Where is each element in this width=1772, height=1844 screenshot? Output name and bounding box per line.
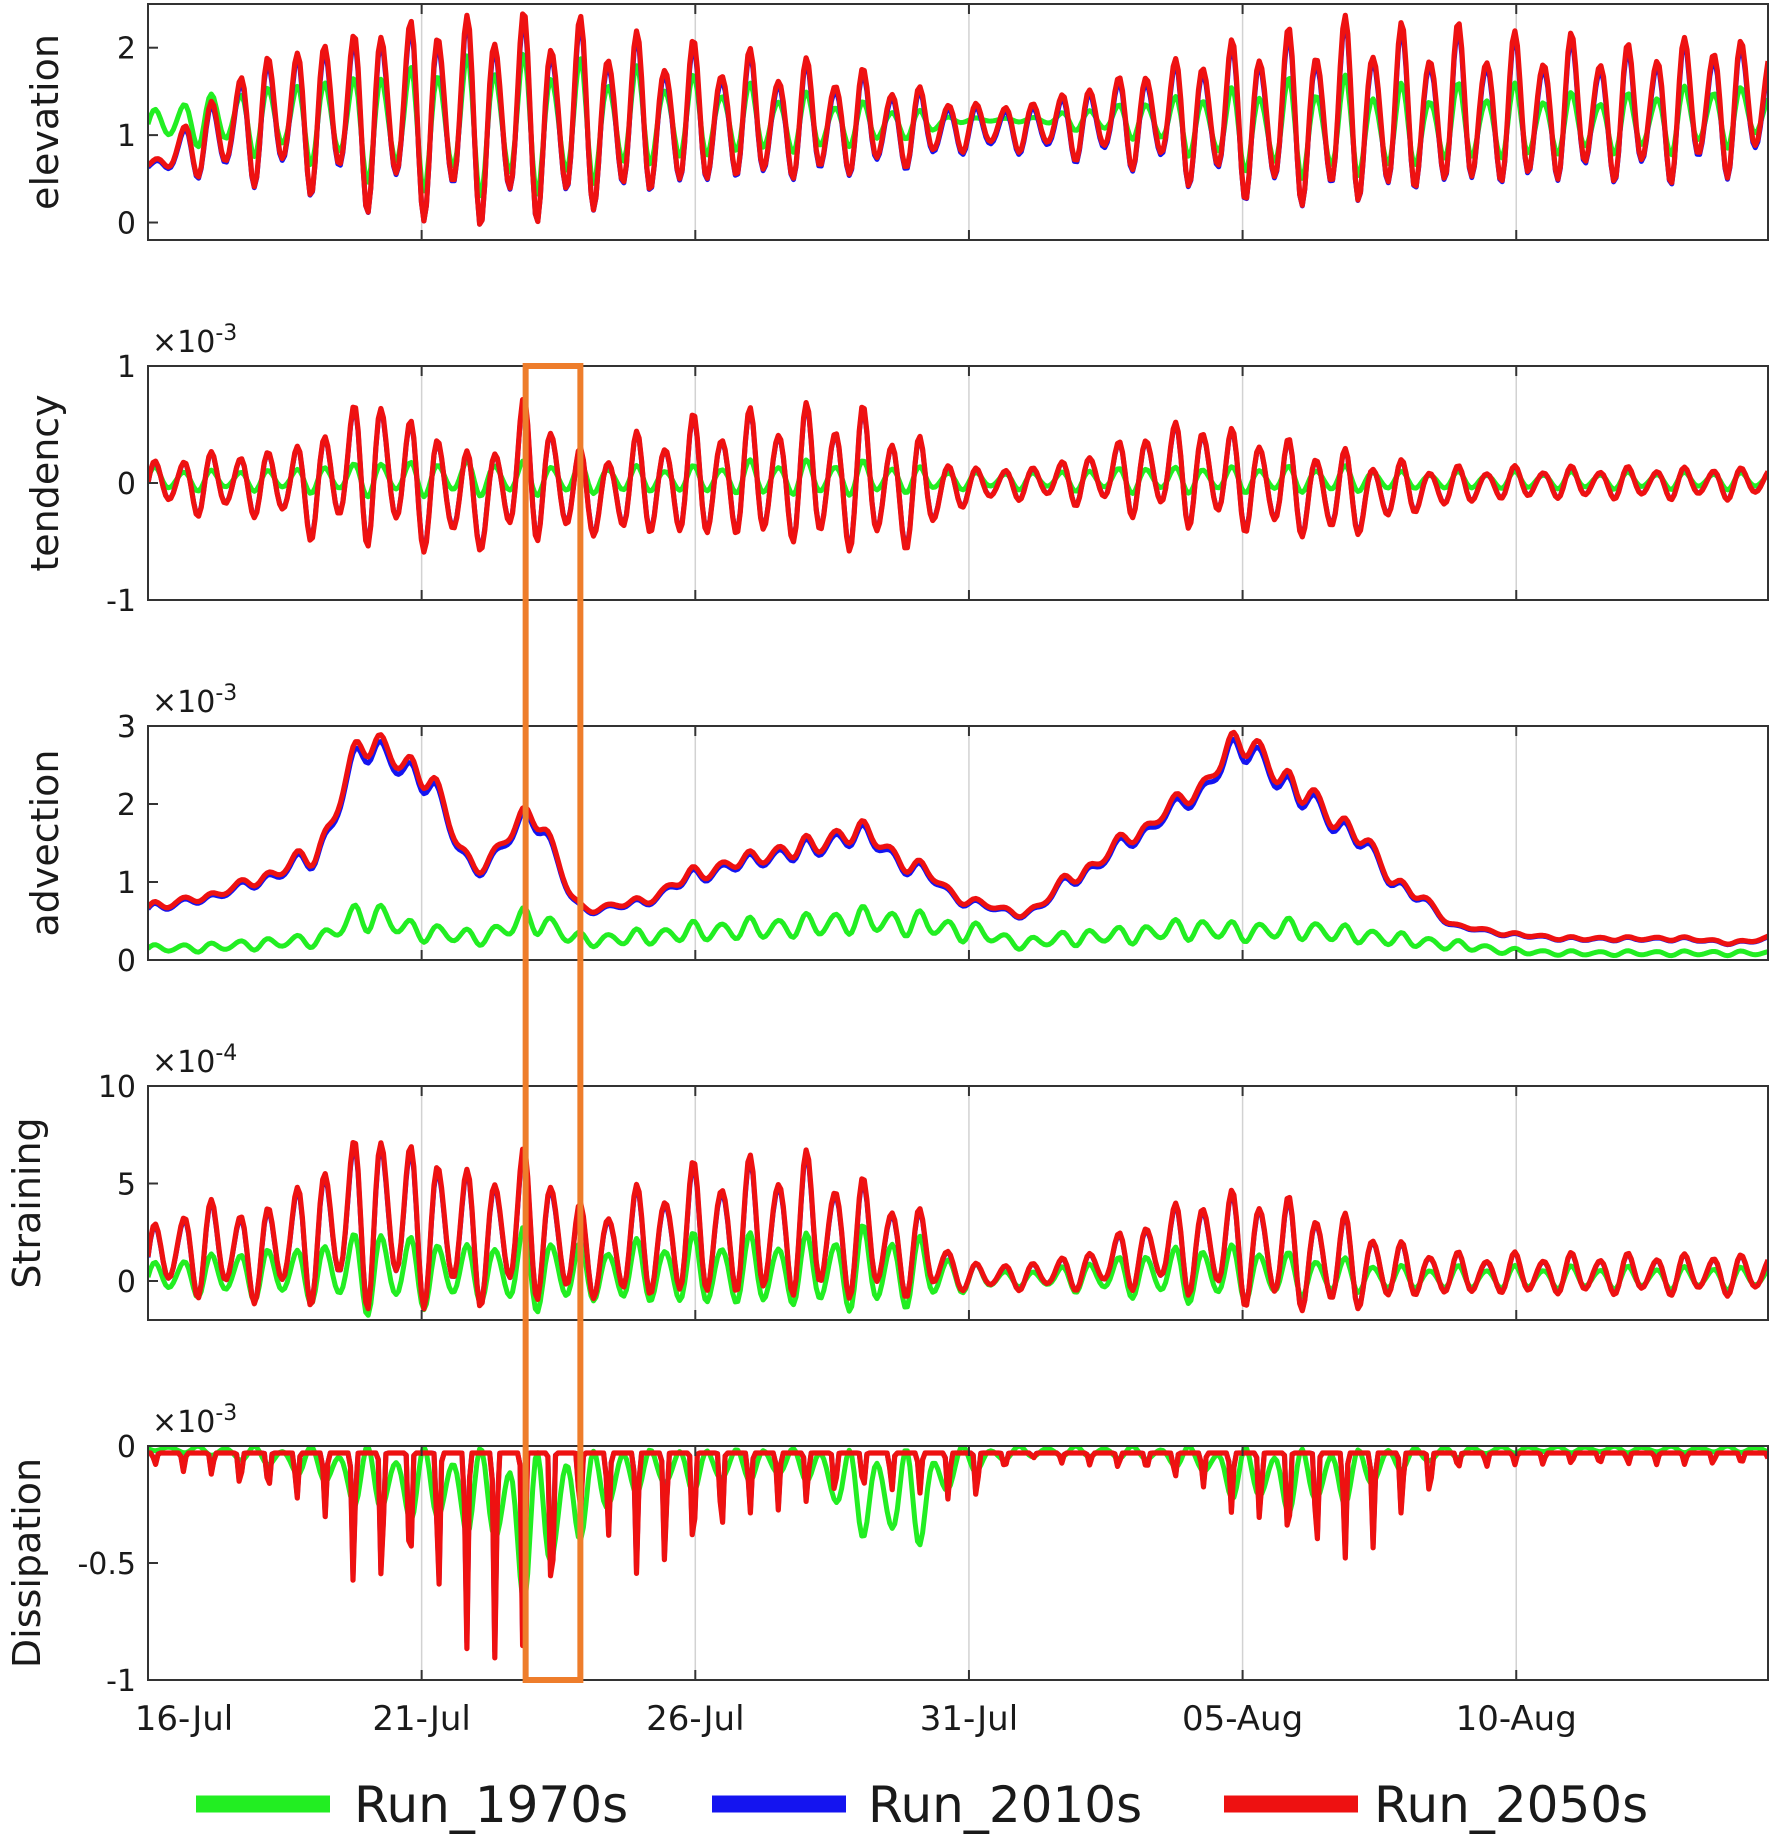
series-group bbox=[148, 397, 1768, 555]
y-tick-label: 0 bbox=[117, 1265, 136, 1300]
series-line-run-2050s bbox=[148, 729, 1768, 947]
plot-frame bbox=[147, 725, 1769, 961]
x-tick-label-10-aug: 10-Aug bbox=[1456, 1699, 1577, 1739]
y-axis-label: Dissipation bbox=[5, 1458, 49, 1668]
x-axis-ticks: 16-Jul 21-Jul 26-Jul 31-Jul 05-Aug 10-Aug bbox=[135, 1699, 1577, 1739]
exponent-label: ×10-3 bbox=[152, 681, 237, 720]
x-tick-label-21-jul: 21-Jul bbox=[372, 1699, 470, 1739]
y-axis-label: advection bbox=[23, 750, 67, 937]
plot-frame bbox=[147, 3, 1769, 241]
panel-advection: 0 1 2 3 advection ×10-3 bbox=[23, 681, 1769, 979]
y-tick-label: 1 bbox=[117, 350, 136, 385]
series-line-run-2010s bbox=[148, 736, 1768, 948]
panel-dissipation: -1 -0.5 0 Dissipation ×10-3 bbox=[5, 1401, 1769, 1699]
y-tick-label: 0 bbox=[117, 944, 136, 979]
y-tick-label: 0 bbox=[117, 1430, 136, 1465]
y-tick-label: 2 bbox=[117, 788, 136, 823]
panels: 0 1 2 elevation -1 0 1 tendency ×10-3 0 1 2 3 advecti… bbox=[5, 3, 1769, 1699]
series-line-run-2050s bbox=[148, 1140, 1768, 1314]
x-tick-label-05-aug: 05-Aug bbox=[1182, 1699, 1303, 1739]
exponent-label: ×10-3 bbox=[152, 1401, 237, 1440]
exponent-label: ×10-4 bbox=[152, 1041, 237, 1080]
series-group bbox=[148, 1446, 1768, 1661]
exponent-label: ×10-3 bbox=[152, 321, 237, 360]
legend: Run_1970s Run_2010s Run_2050s bbox=[196, 1776, 1648, 1834]
x-tick-label-26-jul: 26-Jul bbox=[646, 1699, 744, 1739]
legend-label-run-2010s: Run_2010s bbox=[868, 1776, 1142, 1834]
y-axis-label: elevation bbox=[23, 34, 67, 210]
series-line-run-1970s bbox=[148, 1446, 1768, 1602]
legend-label-run-2050s: Run_2050s bbox=[1374, 1776, 1648, 1834]
y-tick-label: 5 bbox=[117, 1168, 136, 1203]
x-tick-label-31-jul: 31-Jul bbox=[920, 1699, 1018, 1739]
series-group bbox=[148, 729, 1768, 959]
highlight-box bbox=[522, 363, 584, 1683]
y-tick-label: 1 bbox=[117, 866, 136, 901]
y-tick-label: -1 bbox=[106, 584, 136, 619]
y-tick-label: 10 bbox=[98, 1070, 136, 1105]
y-axis-label: tendency bbox=[23, 394, 67, 571]
y-tick-label: 1 bbox=[117, 119, 136, 154]
panel-elevation: 0 1 2 elevation bbox=[23, 3, 1769, 242]
y-axis-label: Straining bbox=[5, 1117, 49, 1288]
y-tick-label: 3 bbox=[117, 710, 136, 745]
y-tick-label: 0 bbox=[117, 207, 136, 242]
highlight-layer bbox=[522, 363, 584, 1683]
series-group bbox=[148, 1140, 1768, 1318]
y-tick-label: 0 bbox=[117, 467, 136, 502]
series-line-run-2050s bbox=[148, 1450, 1768, 1661]
y-tick-label: -1 bbox=[106, 1664, 136, 1699]
panel-tendency: -1 0 1 tendency ×10-3 bbox=[23, 321, 1769, 619]
series-line-run-2050s bbox=[148, 397, 1768, 555]
series-group bbox=[148, 11, 1768, 227]
plot-frame bbox=[147, 1085, 1769, 1321]
y-tick-label: -0.5 bbox=[77, 1547, 136, 1582]
series-line-run-1970s bbox=[148, 902, 1768, 959]
y-tick-label: 2 bbox=[117, 32, 136, 67]
x-tick-label-16-jul: 16-Jul bbox=[135, 1699, 233, 1739]
panel-straining: 0 5 10 Straining ×10-4 bbox=[5, 1041, 1769, 1321]
series-line-run-2050s bbox=[148, 11, 1768, 227]
legend-label-run-1970s: Run_1970s bbox=[354, 1776, 628, 1834]
